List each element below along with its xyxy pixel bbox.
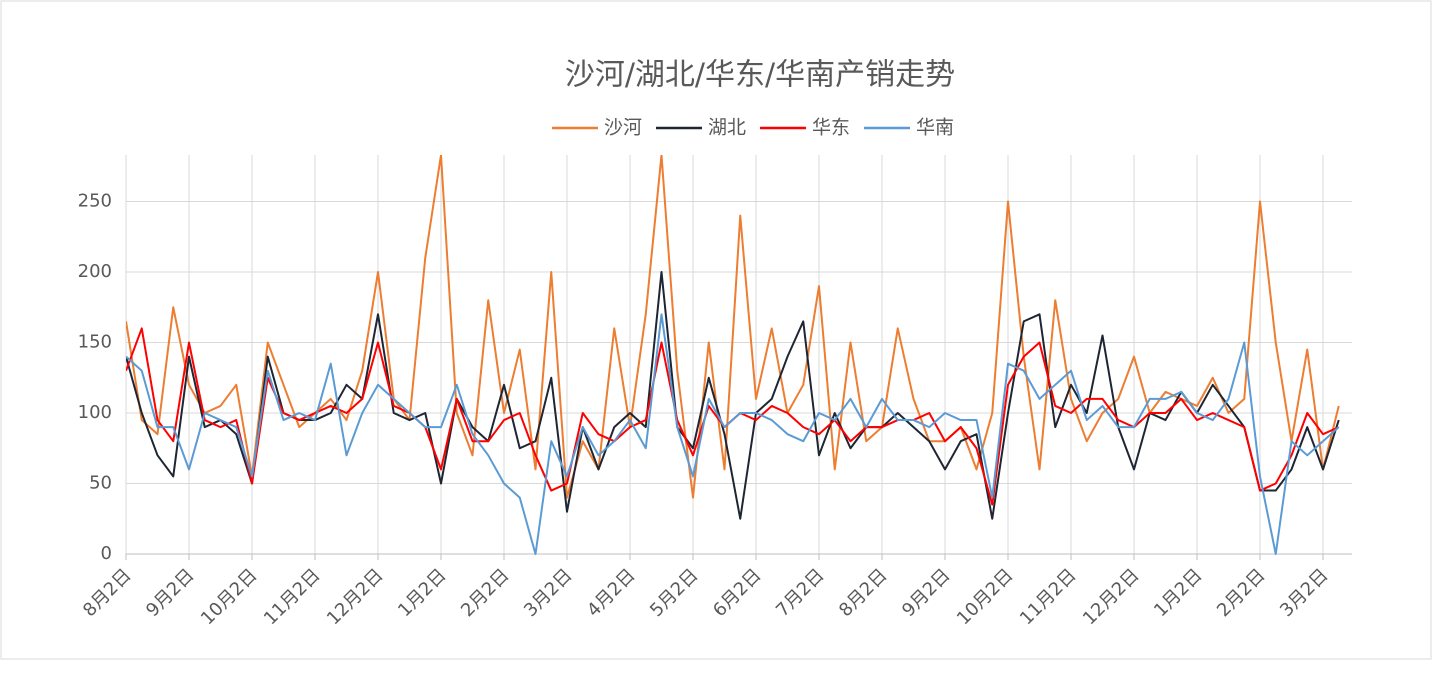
series-line <box>126 271 1340 520</box>
chart-title: 沙河/湖北/华东/华南产销走势 <box>565 58 955 93</box>
legend-label: 华南 <box>916 117 954 139</box>
legend: 沙河 湖北 华东 华南 <box>552 117 954 139</box>
legend-label: 华东 <box>812 117 850 139</box>
y-tick-label: 0 <box>101 543 112 564</box>
y-tick-label: 250 <box>78 191 112 212</box>
series-line <box>126 155 1340 499</box>
legend-label: 湖北 <box>708 117 746 139</box>
series-line <box>126 313 1340 555</box>
y-tick-label: 100 <box>78 402 112 423</box>
legend-label: 沙河 <box>604 117 642 139</box>
y-tick-label: 150 <box>78 332 112 353</box>
plot-area <box>126 155 1340 555</box>
y-tick-label: 50 <box>89 473 112 494</box>
y-tick-label: 200 <box>78 261 112 282</box>
chart-frame <box>0 0 1432 660</box>
